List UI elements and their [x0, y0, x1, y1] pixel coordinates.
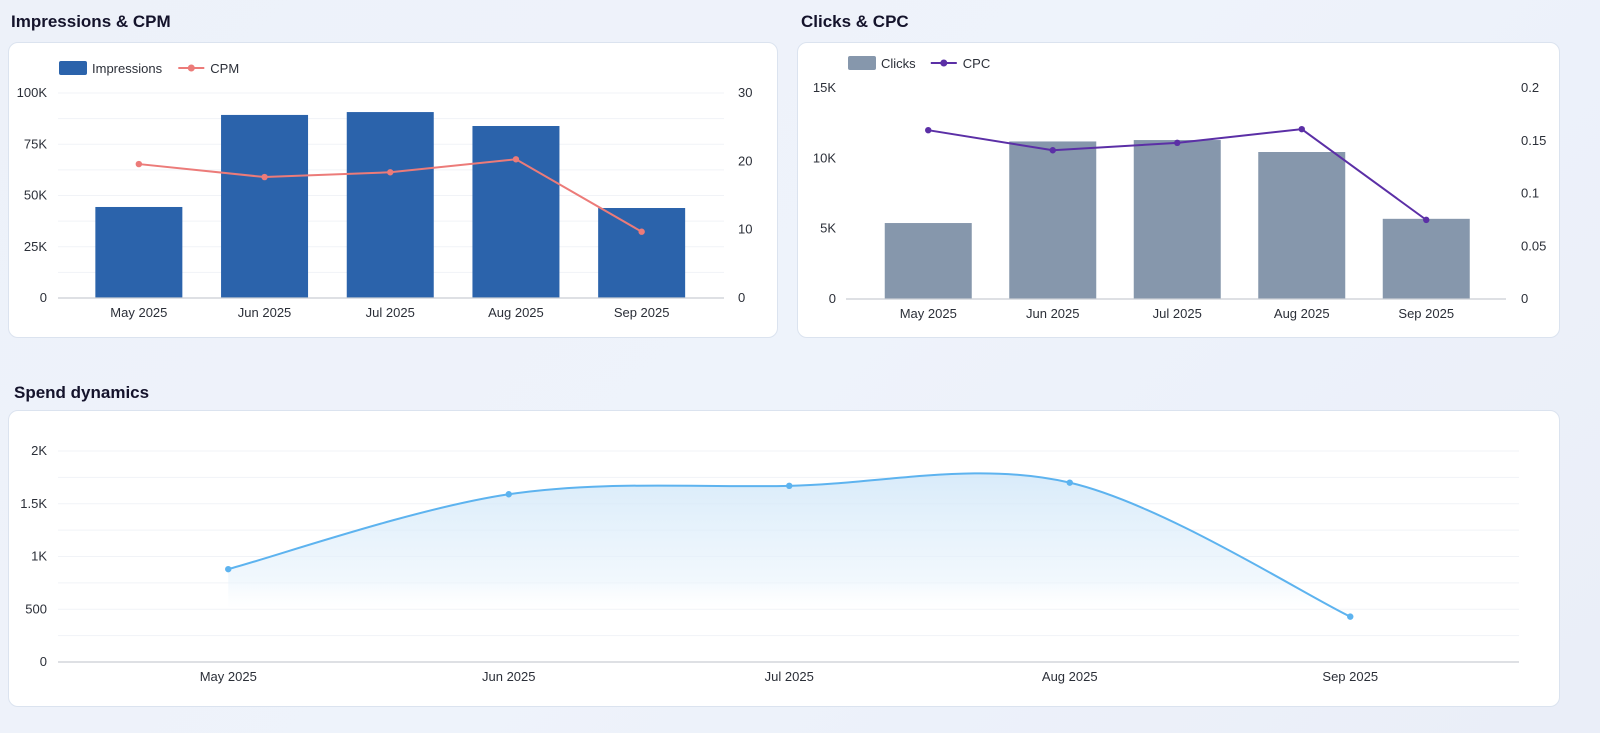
left-axis-tick-label: 0 — [829, 291, 836, 306]
clicks-legend-swatch — [848, 56, 876, 70]
x-axis-tick-label: May 2025 — [200, 669, 257, 684]
cpm-point — [387, 169, 394, 176]
cpm-point — [261, 173, 268, 181]
left-axis-tick-label: 15K — [813, 80, 836, 95]
x-axis-tick-label: Aug 2025 — [488, 305, 544, 320]
x-axis-tick-label: Jun 2025 — [238, 305, 292, 320]
left-axis-tick-label: 1K — [31, 549, 47, 564]
cpm-legend-marker — [187, 64, 195, 72]
x-axis-tick-label: Aug 2025 — [1042, 669, 1098, 684]
cpc-legend-marker — [940, 59, 948, 67]
spend-dynamics-title: Spend dynamics — [14, 383, 150, 402]
cpc-legend-label: CPC — [963, 56, 990, 71]
spend-dynamics-card: 0 500 1K 1.5K 2K May 2025 Jun 2025 Jul 2025 Aug … — [8, 410, 1560, 707]
impressions-bar — [346, 112, 434, 298]
left-axis-tick-label: 1.5K — [20, 496, 47, 511]
impressions-legend-swatch — [59, 61, 87, 75]
right-axis-tick-label: 0 — [1521, 291, 1528, 306]
right-axis-tick-label: 0 — [738, 290, 745, 305]
x-axis-tick-label: Jun 2025 — [482, 669, 536, 684]
right-axis-tick-label: 0.15 — [1521, 133, 1546, 148]
x-axis-tick-label: May 2025 — [110, 305, 167, 320]
right-axis-tick-label: 0.2 — [1521, 80, 1539, 95]
series-point — [786, 482, 793, 490]
cpc-point — [1174, 139, 1181, 147]
right-axis-tick-label: 0.1 — [1521, 186, 1539, 201]
impressions-legend-label: Impressions — [92, 61, 163, 76]
left-axis-tick-label: 75K — [24, 136, 47, 151]
cpc-point — [925, 127, 932, 134]
clicks-bar — [1133, 140, 1221, 299]
spend-area — [228, 473, 1351, 617]
right-axis-tick-label: 30 — [738, 85, 752, 100]
left-axis-tick-label: 500 — [25, 601, 47, 616]
x-axis-tick-label: Jul 2025 — [366, 305, 415, 320]
x-axis-tick-label: Jun 2025 — [1026, 306, 1080, 321]
right-axis-tick-label: 20 — [738, 153, 752, 168]
x-axis-tick-label: Sep 2025 — [614, 305, 670, 320]
x-axis-tick-label: Sep 2025 — [1322, 669, 1378, 684]
clicks-cpc-card: 0 5K 10K 15K 0 0.05 0.1 0.15 0.2 May 2025 Jun 2025… — [797, 42, 1560, 338]
cpm-legend-label: CPM — [210, 61, 239, 76]
clicks-bar — [884, 223, 972, 299]
clicks-cpc-title: Clicks & CPC — [801, 12, 909, 31]
impressions-cpm-card: 0 25K 50K 75K 100K 0 10 20 30 May 2025 Jun 2025 Jul… — [8, 42, 778, 338]
cpc-point — [1049, 147, 1056, 154]
x-axis-tick-label: Aug 2025 — [1274, 306, 1330, 321]
impressions-bar — [472, 126, 560, 298]
clicks-bar — [1382, 218, 1470, 299]
x-axis-tick-label: May 2025 — [900, 306, 957, 321]
left-axis-tick-label: 2K — [31, 443, 47, 458]
left-axis-tick-label: 100K — [17, 85, 48, 100]
impressions-bar — [95, 206, 183, 298]
clicks-legend-label: Clicks — [881, 56, 916, 71]
impressions-cpm-title: Impressions & CPM — [11, 12, 171, 31]
impressions-bar — [598, 208, 686, 298]
cpm-point — [638, 228, 645, 235]
cpc-point — [1298, 125, 1305, 133]
right-axis-tick-label: 10 — [738, 222, 752, 237]
cpm-point — [512, 156, 520, 163]
right-axis-tick-label: 0.05 — [1521, 238, 1546, 253]
left-axis-tick-label: 10K — [813, 150, 836, 165]
spend-dynamics-chart: 0 500 1K 1.5K 2K May 2025 Jun 2025 Jul 2025 Aug … — [20, 443, 1519, 684]
impressions-cpm-chart: 0 25K 50K 75K 100K 0 10 20 30 May 2025 Jun 2025 Jul… — [17, 61, 752, 320]
left-axis-tick-label: 50K — [24, 188, 47, 203]
x-axis-tick-label: Jul 2025 — [1153, 306, 1202, 321]
cpm-point — [135, 160, 143, 168]
series-point — [505, 491, 512, 498]
left-axis-tick-label: 0 — [40, 654, 47, 669]
x-axis-tick-label: Jul 2025 — [765, 669, 814, 684]
clicks-bar — [1009, 141, 1097, 299]
left-axis-tick-label: 5K — [820, 221, 836, 236]
left-axis-tick-label: 25K — [24, 239, 47, 254]
clicks-cpc-chart: 0 5K 10K 15K 0 0.05 0.1 0.15 0.2 May 2025 Jun 2025… — [813, 56, 1546, 321]
left-axis-tick-label: 0 — [40, 290, 47, 305]
x-axis-tick-label: Sep 2025 — [1398, 306, 1454, 321]
series-point — [1347, 613, 1354, 620]
clicks-bar — [1258, 152, 1346, 299]
impressions-bar — [221, 114, 309, 298]
series-point — [1066, 479, 1073, 486]
cpc-point — [1423, 216, 1430, 224]
series-point — [225, 565, 232, 573]
